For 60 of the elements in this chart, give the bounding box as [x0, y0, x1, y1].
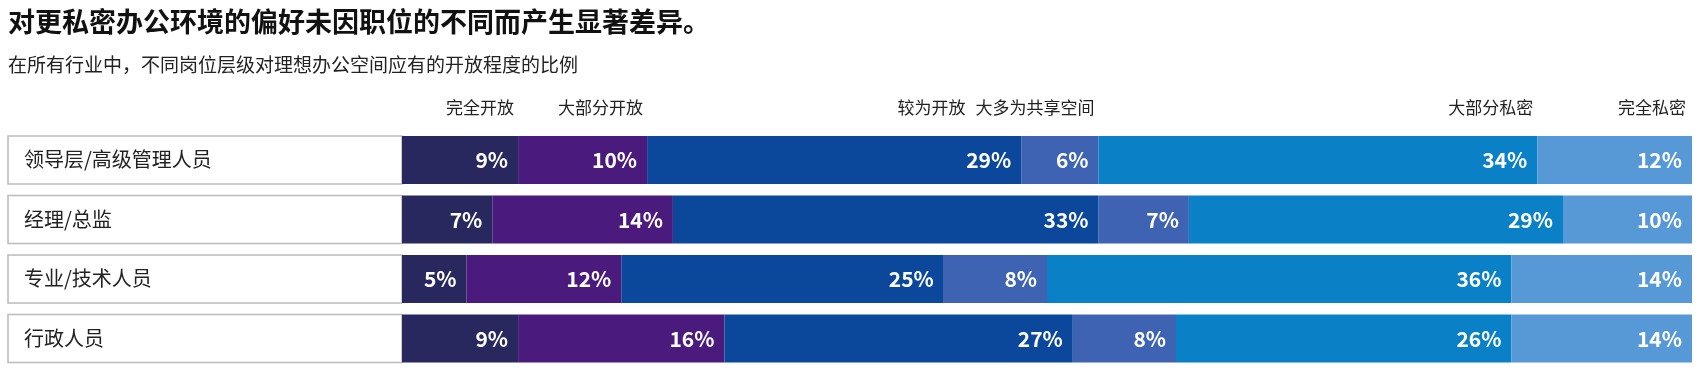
data-label: 7%: [1146, 203, 1179, 234]
data-label: 14%: [1636, 263, 1682, 293]
y-tick-label: 专业/技术人员: [24, 263, 152, 292]
bar: [943, 255, 1047, 303]
data-label: 12%: [1636, 144, 1682, 174]
series-label: 完全私密: [1618, 94, 1686, 119]
bar: [1021, 136, 1099, 184]
chart-subtitle: 在所有行业中，不同岗位层级对理想办公空间应有的开放程度的比例: [8, 50, 579, 77]
bar: [466, 255, 622, 303]
bar: [1511, 314, 1692, 363]
bar: [402, 314, 519, 363]
bar: [621, 255, 944, 303]
data-label: 9%: [475, 322, 509, 353]
y-tick-label: 经理/总监: [24, 203, 112, 233]
bar: [1563, 195, 1692, 244]
data-label: 5%: [423, 263, 457, 293]
data-label: 10%: [1636, 203, 1682, 234]
data-label: 26%: [1456, 322, 1502, 353]
data-label: 9%: [475, 144, 509, 174]
bar: [647, 136, 1022, 184]
bar: [1098, 195, 1189, 244]
series-label: 完全开放: [446, 94, 515, 119]
y-tick-label: 领导层/高级管理人员: [24, 144, 212, 173]
data-label: 27%: [1017, 322, 1063, 353]
data-label: 12%: [566, 263, 612, 293]
bar: [1047, 255, 1512, 303]
bar: [518, 136, 648, 184]
data-label: 33%: [1043, 203, 1089, 234]
data-label: 10%: [592, 144, 638, 174]
bar: [492, 195, 673, 244]
data-label: 8%: [1133, 322, 1166, 353]
data-label: 36%: [1456, 263, 1502, 293]
data-label: 8%: [1004, 263, 1037, 293]
data-label: 16%: [669, 322, 715, 353]
bar: [402, 195, 493, 244]
data-label: 7%: [449, 203, 483, 234]
series-label: 大部分私密: [1448, 94, 1534, 119]
bar: [402, 255, 467, 303]
data-label: 29%: [966, 144, 1012, 174]
bar: [1072, 314, 1176, 363]
data-label: 34%: [1482, 144, 1528, 174]
bar: [1098, 136, 1538, 184]
data-label: 14%: [1636, 322, 1682, 353]
chart-title: 对更私密办公环境的偏好未因职位的不同而产生显著差异。: [8, 1, 710, 40]
bar: [724, 314, 1073, 363]
series-label: 大部分开放: [558, 94, 644, 119]
bar: [1176, 314, 1512, 363]
series-label: 较为开放: [897, 94, 966, 119]
data-label: 6%: [1055, 144, 1089, 174]
data-label: 25%: [888, 263, 934, 293]
data-label: 29%: [1507, 203, 1553, 234]
bar: [672, 195, 1099, 244]
data-label: 14%: [617, 203, 663, 234]
bar: [402, 136, 519, 184]
bar: [518, 314, 725, 363]
bar: [1537, 136, 1692, 184]
series-label: 大多为共享空间: [975, 94, 1095, 119]
bar: [1188, 195, 1563, 244]
y-tick-label: 行政人员: [24, 322, 104, 352]
bar: [1511, 255, 1692, 303]
